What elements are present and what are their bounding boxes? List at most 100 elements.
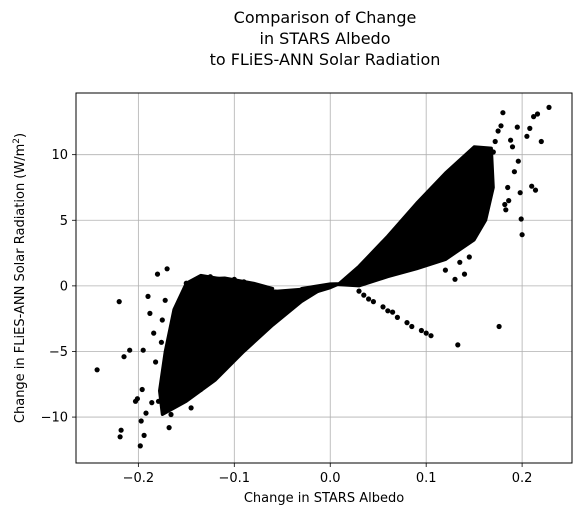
data-point-86 bbox=[527, 125, 533, 131]
data-point-91 bbox=[538, 138, 544, 145]
data-point-36 bbox=[207, 274, 213, 280]
data-point-43 bbox=[260, 285, 266, 292]
data-point-2 bbox=[118, 427, 124, 433]
data-point-15 bbox=[147, 310, 153, 316]
data-point-29 bbox=[178, 325, 185, 331]
chart-title-line-1: Comparison of Change bbox=[233, 8, 417, 27]
data-point-54 bbox=[409, 323, 415, 330]
data-point-48 bbox=[370, 299, 376, 305]
data-point-30 bbox=[183, 280, 189, 286]
data-point-26 bbox=[168, 411, 174, 418]
data-point-56 bbox=[423, 330, 429, 336]
y-tick-label-2: 0 bbox=[60, 279, 68, 294]
data-point-44 bbox=[327, 283, 333, 289]
band-positive bbox=[336, 145, 495, 288]
chart-title-line-3: to FLiES-ANN Solar Radiation bbox=[209, 50, 441, 69]
data-point-39 bbox=[222, 278, 228, 284]
data-point-65 bbox=[466, 254, 472, 260]
data-point-52 bbox=[394, 314, 400, 320]
data-point-92 bbox=[546, 104, 552, 110]
y-tick-label-3: 5 bbox=[60, 214, 68, 229]
x-tick-label-2: 0.0 bbox=[320, 471, 341, 486]
data-point-62 bbox=[447, 250, 453, 256]
data-point-9 bbox=[138, 418, 144, 424]
data-point-85 bbox=[524, 133, 530, 139]
data-point-78 bbox=[509, 144, 516, 150]
data-point-63 bbox=[457, 259, 463, 265]
data-point-16 bbox=[149, 400, 155, 406]
grid-lines bbox=[76, 93, 572, 463]
data-point-28 bbox=[174, 363, 180, 369]
data-point-72 bbox=[500, 110, 506, 116]
data-point-53 bbox=[404, 320, 410, 326]
data-point-14 bbox=[145, 293, 151, 299]
data-point-41 bbox=[241, 279, 247, 285]
data-point-25 bbox=[166, 425, 172, 431]
data-point-46 bbox=[361, 292, 367, 298]
x-tick-label-0: −0.2 bbox=[123, 471, 155, 486]
data-point-75 bbox=[505, 184, 511, 191]
y-tick-label-0: −10 bbox=[41, 411, 68, 426]
y-axis-label-text: Change in FLiES-ANN Solar Radiation (W/m bbox=[13, 144, 28, 423]
data-point-13 bbox=[143, 410, 149, 416]
data-point-80 bbox=[514, 124, 520, 130]
data-point-77 bbox=[508, 137, 514, 143]
data-point-47 bbox=[366, 296, 372, 302]
data-point-45 bbox=[356, 288, 362, 294]
data-points bbox=[94, 104, 552, 449]
data-point-3 bbox=[117, 434, 123, 440]
data-point-67 bbox=[485, 163, 492, 170]
data-point-23 bbox=[162, 297, 168, 303]
data-point-27 bbox=[170, 377, 176, 383]
data-point-64 bbox=[461, 271, 468, 277]
data-point-38 bbox=[217, 344, 223, 351]
data-point-12 bbox=[141, 432, 147, 438]
data-point-37 bbox=[212, 354, 218, 360]
data-point-81 bbox=[515, 158, 521, 164]
data-point-1 bbox=[116, 299, 122, 305]
data-point-69 bbox=[492, 138, 498, 145]
data-point-31 bbox=[185, 392, 191, 398]
data-point-34 bbox=[198, 386, 204, 393]
band-negative-upper bbox=[175, 276, 275, 321]
data-point-89 bbox=[532, 187, 539, 193]
data-point-84 bbox=[519, 232, 525, 238]
data-point-7 bbox=[134, 396, 140, 402]
data-point-35 bbox=[202, 362, 209, 368]
data-point-51 bbox=[390, 309, 396, 315]
y-axis-label-superscript: 2 bbox=[12, 138, 22, 144]
data-point-59 bbox=[496, 323, 502, 330]
data-point-88 bbox=[531, 114, 537, 120]
data-point-42 bbox=[250, 284, 257, 290]
data-point-60 bbox=[442, 267, 448, 273]
y-tick-label-1: −5 bbox=[49, 345, 68, 360]
data-point-71 bbox=[498, 123, 504, 129]
data-point-70 bbox=[495, 128, 501, 134]
y-axis-ticks: −10 −5 0 5 10 bbox=[41, 148, 76, 426]
data-point-82 bbox=[517, 190, 523, 196]
data-point-32 bbox=[188, 405, 194, 411]
data-point-5 bbox=[127, 347, 133, 353]
data-point-40 bbox=[231, 276, 237, 282]
data-point-79 bbox=[511, 169, 517, 175]
data-point-74 bbox=[503, 207, 509, 213]
x-tick-label-1: −0.1 bbox=[219, 471, 251, 486]
data-point-24 bbox=[164, 266, 170, 272]
x-axis-label: Change in STARS Albedo bbox=[244, 491, 404, 506]
data-point-50 bbox=[385, 308, 391, 314]
data-point-20 bbox=[155, 398, 162, 404]
data-point-19 bbox=[154, 271, 161, 277]
data-point-10 bbox=[139, 386, 145, 393]
x-tick-label-4: 0.2 bbox=[512, 471, 533, 486]
data-point-49 bbox=[380, 304, 386, 310]
data-point-66 bbox=[481, 166, 487, 172]
data-point-58 bbox=[455, 342, 461, 348]
data-point-0 bbox=[94, 367, 100, 373]
data-point-83 bbox=[518, 216, 524, 222]
data-point-57 bbox=[428, 333, 434, 339]
plot-frame bbox=[75, 92, 573, 464]
y-axis-label: Change in FLiES-ANN Solar Radiation (W/m… bbox=[12, 133, 28, 423]
data-point-22 bbox=[159, 317, 165, 323]
data-point-87 bbox=[529, 183, 535, 189]
data-point-21 bbox=[158, 339, 164, 345]
